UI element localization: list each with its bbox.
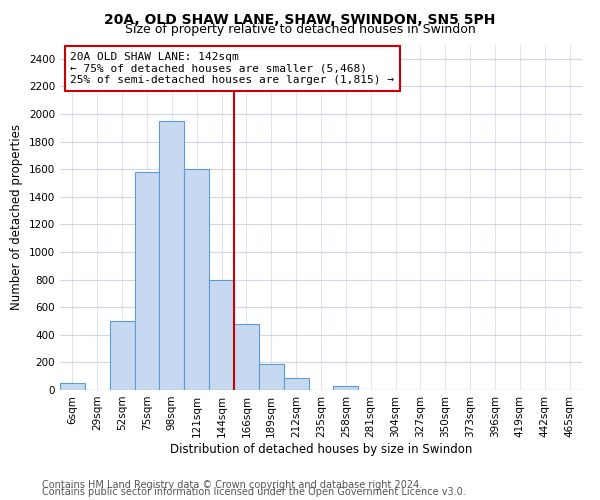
Bar bbox=[334, 386, 358, 390]
X-axis label: Distribution of detached houses by size in Swindon: Distribution of detached houses by size … bbox=[170, 442, 472, 456]
Bar bbox=[160, 121, 184, 390]
Bar bbox=[234, 324, 259, 390]
Y-axis label: Number of detached properties: Number of detached properties bbox=[10, 124, 23, 310]
Bar bbox=[110, 321, 134, 390]
Bar bbox=[209, 280, 234, 390]
Text: Contains HM Land Registry data © Crown copyright and database right 2024.: Contains HM Land Registry data © Crown c… bbox=[42, 480, 422, 490]
Bar bbox=[259, 364, 284, 390]
Bar bbox=[284, 378, 308, 390]
Text: Size of property relative to detached houses in Swindon: Size of property relative to detached ho… bbox=[125, 22, 475, 36]
Text: Contains public sector information licensed under the Open Government Licence v3: Contains public sector information licen… bbox=[42, 487, 466, 497]
Bar bbox=[184, 169, 209, 390]
Bar bbox=[134, 172, 160, 390]
Bar bbox=[60, 383, 85, 390]
Text: 20A OLD SHAW LANE: 142sqm
← 75% of detached houses are smaller (5,468)
25% of se: 20A OLD SHAW LANE: 142sqm ← 75% of detac… bbox=[70, 52, 394, 85]
Text: 20A, OLD SHAW LANE, SHAW, SWINDON, SN5 5PH: 20A, OLD SHAW LANE, SHAW, SWINDON, SN5 5… bbox=[104, 12, 496, 26]
